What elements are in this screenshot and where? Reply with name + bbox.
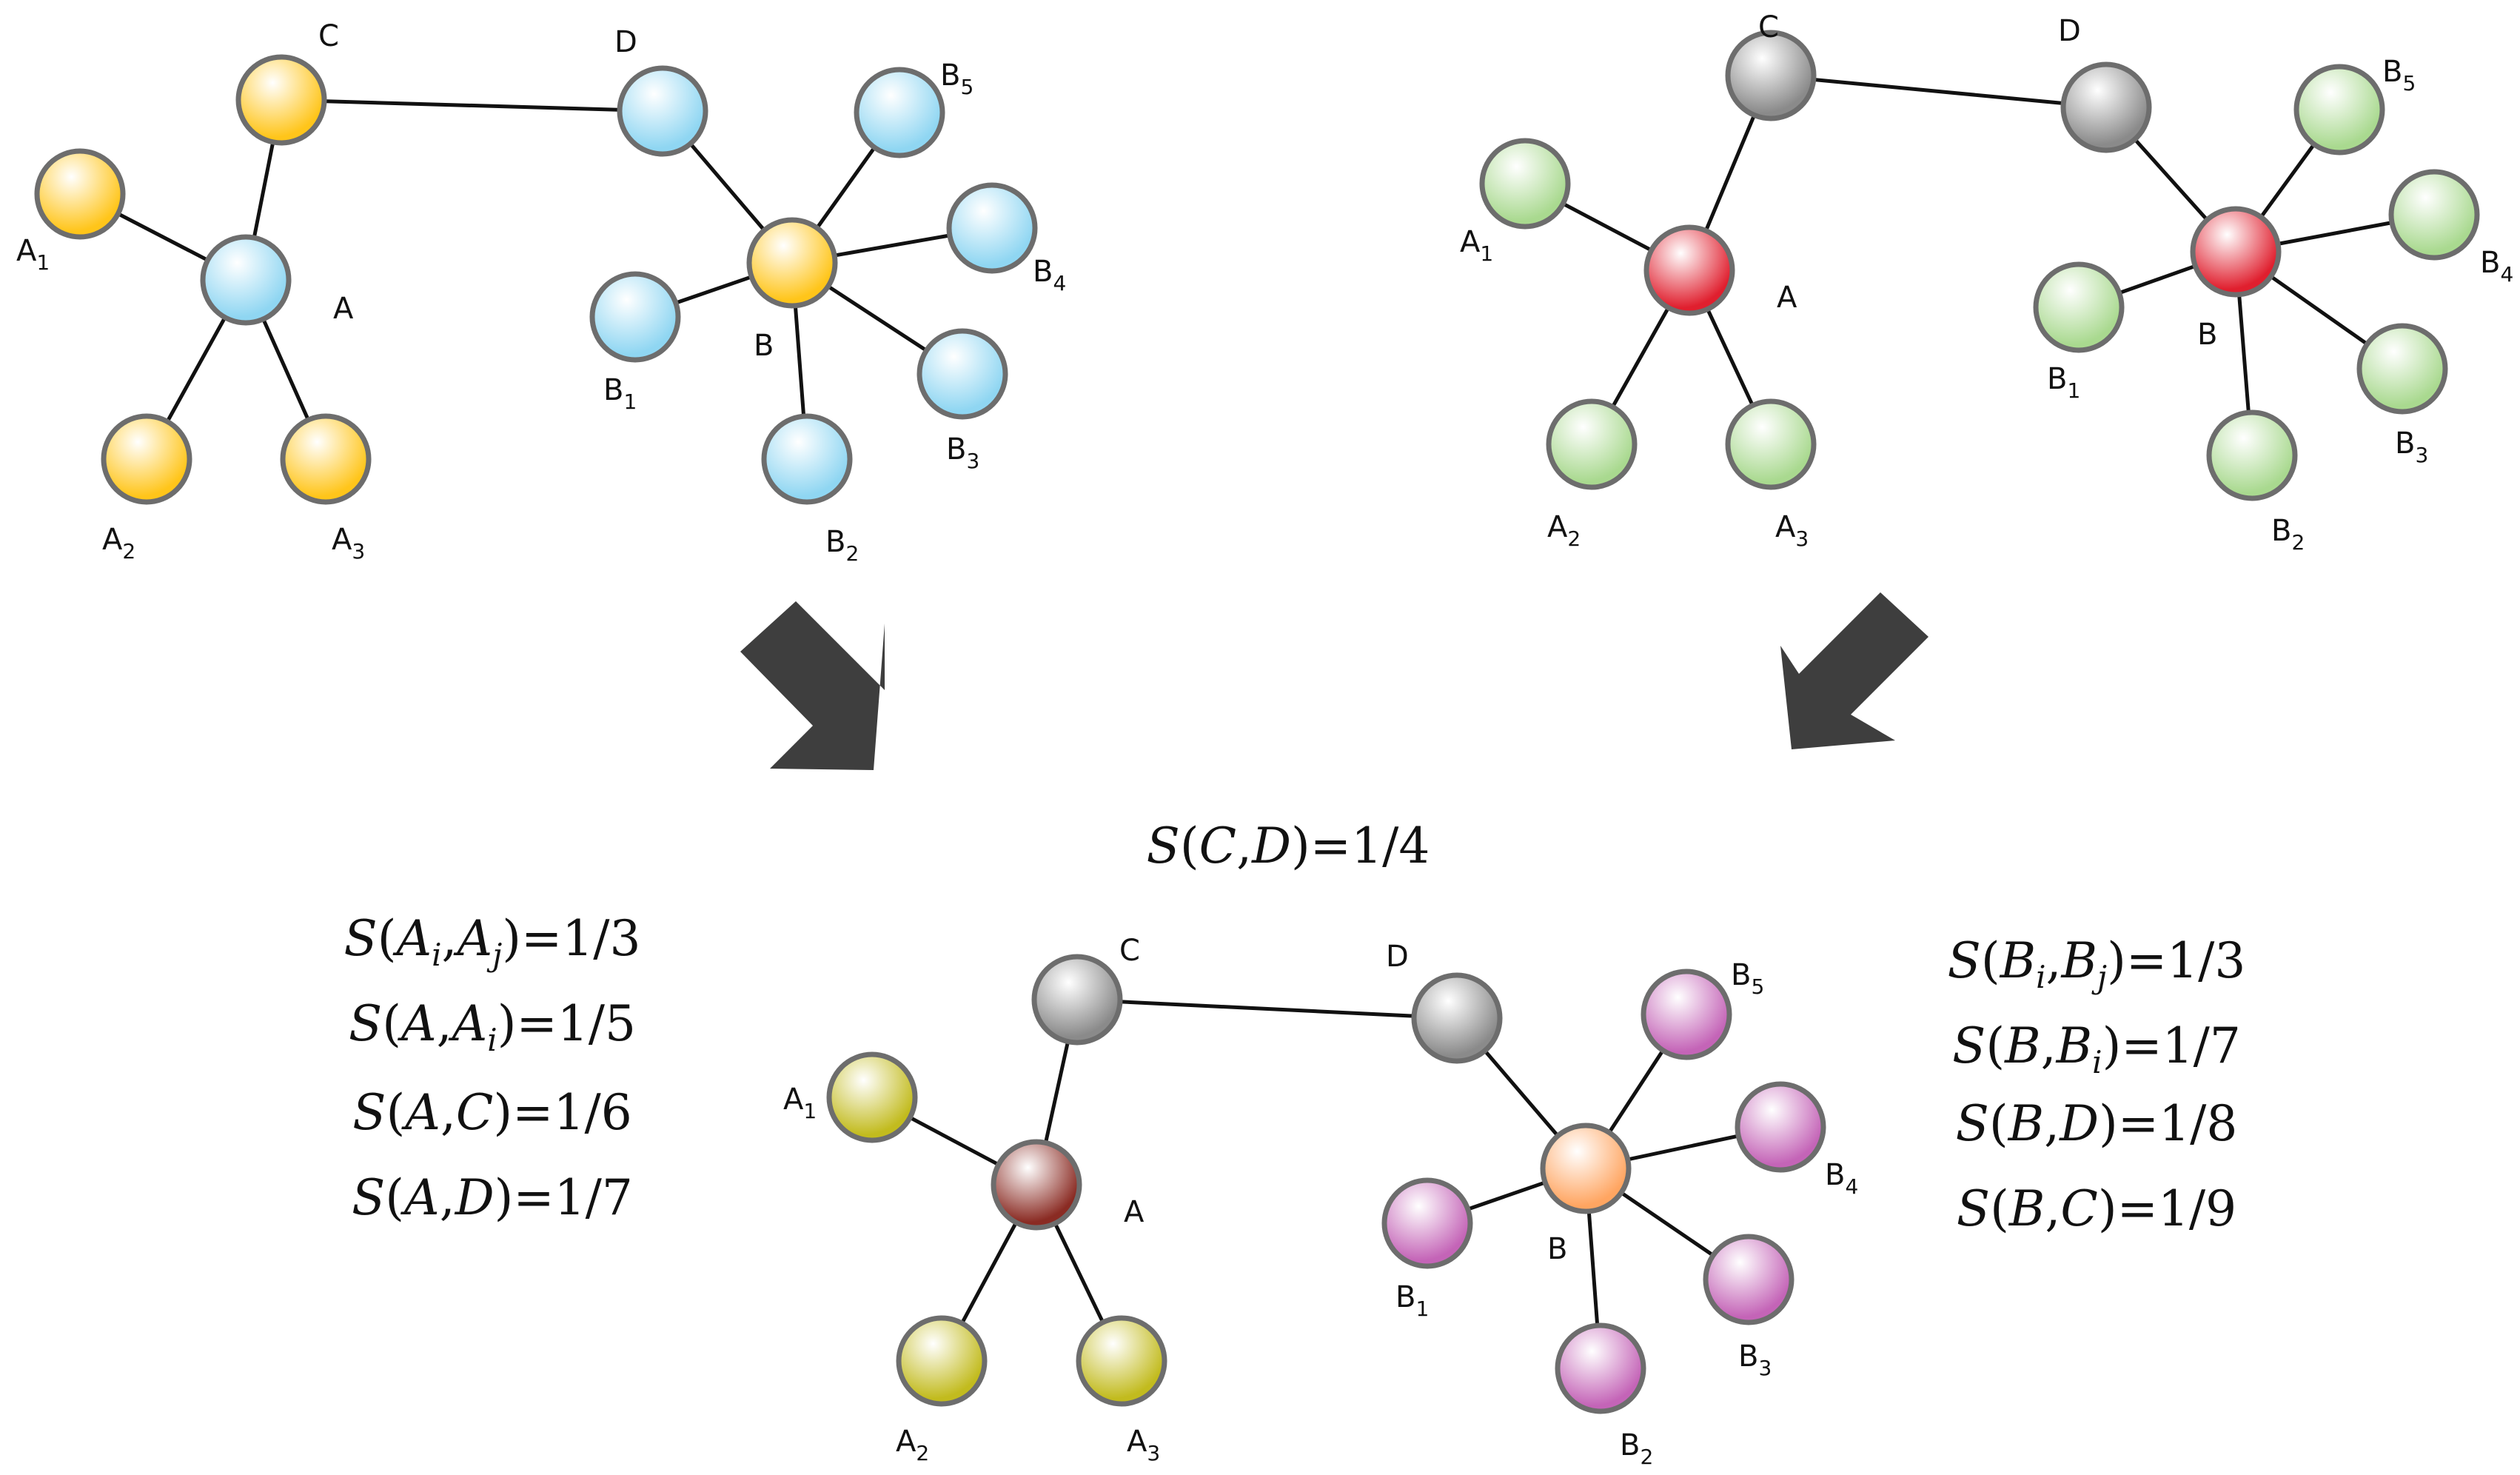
graphs-layer: C D A A1 A2 A3 B B1 B2 B3 B4 B5 C D A A1 A2 A3 B B1 B2 B3 B4 B5… — [16, 10, 2513, 1469]
node-label-A2: A2 — [1547, 510, 1581, 551]
node-A — [991, 1139, 1082, 1231]
node-label-A2: A2 — [896, 1425, 929, 1465]
node-label-D: D — [1386, 940, 1409, 974]
node-A — [1643, 224, 1735, 316]
node-label-D: D — [2058, 14, 2081, 48]
node-label-A1: A1 — [783, 1083, 817, 1123]
formula-right-2: S(B,Bi)=1/7 — [1952, 1017, 2241, 1080]
formula-left-4: S(A,D)=1/7 — [352, 1169, 633, 1226]
node-label-B5: B5 — [940, 58, 974, 99]
node-B1 — [2033, 261, 2125, 353]
formula-left-3: S(A,C)=1/6 — [352, 1084, 631, 1141]
graph-bottom: C D A A1 A2 A3 B B1 B2 B3 B4 B5 — [783, 934, 1858, 1469]
node-label-B1: B1 — [1395, 1280, 1429, 1321]
node-C — [1031, 954, 1123, 1046]
node-label-B4: B4 — [1825, 1158, 1858, 1199]
node-C — [1725, 30, 1817, 121]
node-label-B: B — [1547, 1232, 1567, 1266]
node-label-B5: B5 — [2382, 55, 2416, 96]
node-B4 — [1735, 1081, 1826, 1173]
formula-layer: S(C,D)=1/4 S(Ai,Aj)=1/3 S(A,Ai)=1/5 S(A,C)=… — [344, 817, 2245, 1237]
node-A2 — [101, 413, 192, 505]
formula-left-1: S(Ai,Aj)=1/3 — [344, 910, 640, 973]
node-label-A3: A3 — [1127, 1425, 1160, 1465]
node-B1 — [589, 271, 681, 363]
node-label-C: C — [1119, 934, 1140, 968]
node-label-C: C — [1758, 10, 1779, 44]
down-right-arrow — [740, 601, 885, 770]
node-B5 — [854, 67, 945, 158]
node-label-A1: A1 — [16, 234, 50, 275]
node-label-C: C — [318, 19, 339, 53]
node-label-B: B — [2197, 318, 2217, 352]
node-B — [746, 217, 838, 309]
node-A1 — [1479, 138, 1571, 230]
node-D — [1411, 972, 1503, 1064]
down-left-arrow — [1780, 592, 1928, 749]
edge-C-D — [281, 98, 663, 113]
node-A3 — [280, 413, 372, 505]
node-D — [617, 65, 708, 157]
node-B1 — [1381, 1177, 1473, 1269]
formula-c-d: S(C,D)=1/4 — [1147, 817, 1430, 874]
node-label-B3: B3 — [2395, 427, 2428, 467]
node-B5 — [1641, 969, 1732, 1060]
node-label-B2: B2 — [1620, 1428, 1653, 1469]
node-label-A1: A1 — [1460, 225, 1493, 266]
node-label-B1: B1 — [2047, 362, 2080, 403]
node-label-A: A — [1124, 1195, 1145, 1229]
node-B2 — [761, 413, 853, 505]
node-A3 — [1725, 398, 1817, 490]
formula-right-1: S(Bi,Bj)=1/3 — [1948, 932, 2246, 995]
graph-top-right: C D A A1 A2 A3 B B1 B2 B3 B4 B5 — [1460, 10, 2513, 555]
node-label-B: B — [754, 329, 774, 363]
node-label-A: A — [333, 292, 354, 326]
formula-right-4: S(B,C)=1/9 — [1957, 1180, 2236, 1237]
formula-left-2: S(A,Ai)=1/5 — [349, 995, 636, 1058]
node-A2 — [1546, 398, 1638, 490]
node-B5 — [2293, 64, 2385, 155]
node-A2 — [896, 1315, 988, 1407]
node-label-A3: A3 — [332, 523, 365, 563]
node-A1 — [34, 148, 126, 240]
node-B3 — [2356, 323, 2448, 415]
node-label-B4: B4 — [2480, 246, 2513, 287]
node-label-B3: B3 — [946, 432, 979, 473]
node-label-B4: B4 — [1033, 255, 1066, 295]
node-B — [1540, 1123, 1632, 1214]
node-A — [200, 234, 292, 326]
node-B4 — [946, 182, 1038, 274]
node-label-D: D — [614, 25, 637, 59]
node-A1 — [826, 1051, 918, 1143]
node-A3 — [1076, 1315, 1167, 1407]
node-B2 — [2206, 409, 2298, 501]
graph-top-left: C D A A1 A2 A3 B B1 B2 B3 B4 B5 — [16, 19, 1066, 566]
node-D — [2060, 61, 2152, 153]
edge-C-D — [1770, 73, 2107, 110]
node-C — [235, 54, 327, 146]
node-label-A3: A3 — [1775, 510, 1809, 551]
formula-right-3: S(B,D)=1/8 — [1956, 1095, 2238, 1152]
node-label-B3: B3 — [1738, 1339, 1772, 1380]
node-label-B2: B2 — [2271, 514, 2305, 555]
node-B2 — [1555, 1322, 1646, 1414]
node-B — [2190, 206, 2282, 298]
node-label-A2: A2 — [102, 523, 135, 563]
node-label-B2: B2 — [825, 525, 859, 566]
node-label-B1: B1 — [603, 373, 637, 414]
node-B4 — [2388, 169, 2480, 261]
edge-C-D — [1076, 997, 1458, 1020]
node-B3 — [1703, 1234, 1795, 1325]
node-B3 — [916, 328, 1008, 420]
node-label-B5: B5 — [1731, 958, 1764, 999]
node-label-A: A — [1777, 281, 1797, 315]
